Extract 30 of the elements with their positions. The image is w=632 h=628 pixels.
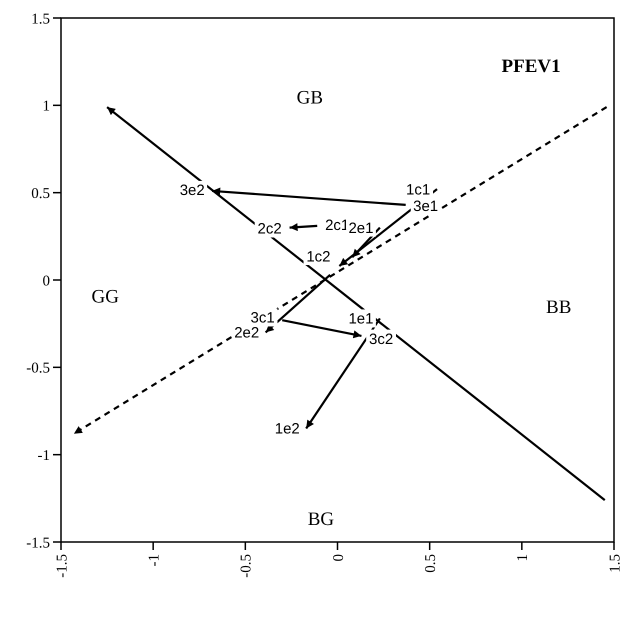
y-tick-label: 1.5 [31,11,50,28]
annotation: 2e1 [348,220,374,237]
annotation: BG [308,509,334,530]
annotation: 1c1 [406,181,430,198]
y-tick-label: 1 [42,98,50,115]
annotation: 2c2 [258,220,282,238]
y-tick-label: 0 [42,273,50,290]
annotation: 2c1 [325,217,350,234]
y-tick-label: -1 [38,448,50,464]
x-tick-label: -0.5 [238,554,255,578]
y-tick-label: 0.5 [31,186,50,202]
annotation: GB [296,87,324,108]
annotation: 1c2 [306,248,331,266]
x-tick-label: 0 [330,554,347,562]
annotation: 1e2 [274,420,300,438]
annotation: 3e2 [180,182,205,200]
x-tick-label: 1.5 [607,554,624,573]
annotation: 2e2 [234,324,260,342]
annotation: 3e1 [413,198,438,216]
annotation: 3c1 [250,310,275,327]
annotation: 3c2 [368,330,394,348]
annotation: PFEV1 [501,56,561,77]
x-tick-label: -1 [146,554,162,566]
y-tick-label: -1.5 [26,535,50,552]
y-tick-label: -0.5 [26,360,50,377]
x-tick-label: 0.5 [422,554,439,573]
annotation: BB [546,296,572,318]
x-tick-label: 1 [515,554,532,562]
annotation: GG [92,286,120,308]
annotation: 1e1 [348,310,374,328]
